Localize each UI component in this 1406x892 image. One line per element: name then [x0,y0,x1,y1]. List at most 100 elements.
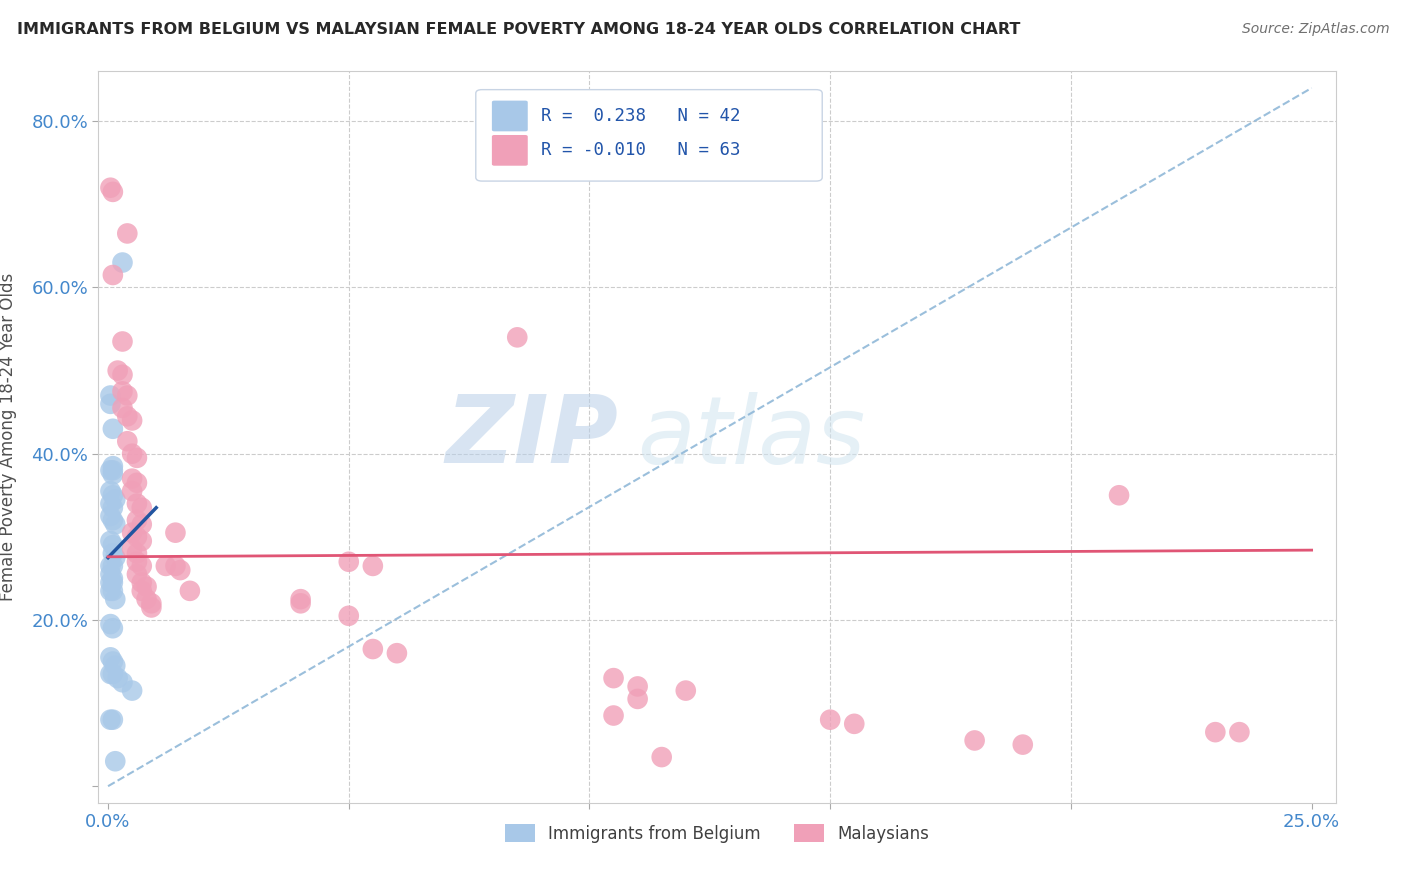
Point [117,227,139,241]
Point [101,463,124,477]
Point [602,708,624,723]
Point [290,592,312,607]
Point [100,509,122,524]
Point [135,592,157,607]
Point [100,617,122,632]
Y-axis label: Female Poverty Among 18-24 Year Olds: Female Poverty Among 18-24 Year Olds [0,273,17,601]
Point [125,546,148,560]
Point [165,525,187,540]
Point [111,384,134,399]
Point [963,733,986,747]
Point [100,497,122,511]
Point [125,567,148,582]
Point [125,497,148,511]
Point [101,422,124,436]
Text: atlas: atlas [637,392,865,483]
Point [100,567,122,582]
Point [818,713,841,727]
FancyBboxPatch shape [492,135,527,166]
Text: ZIP: ZIP [446,391,619,483]
Point [101,268,124,282]
Point [107,671,129,685]
FancyBboxPatch shape [492,101,527,131]
FancyBboxPatch shape [475,90,823,181]
Point [506,330,529,344]
Point [101,655,124,669]
Point [104,592,127,607]
Point [100,713,122,727]
Point [602,671,624,685]
Point [104,517,127,532]
Point [361,642,384,657]
Point [101,488,124,502]
Point [141,600,163,615]
Point [111,368,134,382]
Text: R = -0.010   N = 63: R = -0.010 N = 63 [541,141,741,160]
Point [100,463,122,477]
Point [1011,738,1033,752]
Point [141,596,163,610]
Point [1204,725,1226,739]
Point [1229,725,1251,739]
Point [100,180,122,194]
Point [125,475,148,490]
Point [627,692,650,706]
Point [100,667,122,681]
Point [101,459,124,474]
Point [361,558,384,573]
Point [101,713,124,727]
Point [121,683,143,698]
Point [844,716,866,731]
Point [337,555,360,569]
Point [100,558,122,573]
Point [1108,488,1130,502]
Point [121,525,143,540]
Point [101,621,124,635]
Point [155,558,177,573]
Point [100,397,122,411]
Point [131,583,153,598]
Point [101,571,124,585]
Point [101,575,124,590]
Point [104,754,127,768]
Text: IMMIGRANTS FROM BELGIUM VS MALAYSIAN FEMALE POVERTY AMONG 18-24 YEAR OLDS CORREL: IMMIGRANTS FROM BELGIUM VS MALAYSIAN FEM… [17,22,1021,37]
Point [337,608,360,623]
Point [100,583,122,598]
Point [169,563,191,577]
Point [104,550,127,565]
Point [100,388,122,402]
Point [385,646,408,660]
Point [131,500,153,515]
Point [131,575,153,590]
Point [100,484,122,499]
Point [179,583,201,598]
Point [101,558,124,573]
Point [121,542,143,557]
Point [117,434,139,449]
Point [290,596,312,610]
Point [121,413,143,427]
Point [121,472,143,486]
Point [165,558,187,573]
Point [125,513,148,527]
Point [100,533,122,548]
Point [100,575,122,590]
Point [117,409,139,424]
Point [101,538,124,552]
Point [101,467,124,482]
Point [101,500,124,515]
Point [111,334,134,349]
Point [131,533,153,548]
Point [101,513,124,527]
Point [111,675,134,690]
Point [651,750,673,764]
Point [101,667,124,681]
Point [135,580,157,594]
Point [101,546,124,560]
Point [131,517,153,532]
Point [104,492,127,507]
Point [111,255,134,269]
Point [125,450,148,465]
Point [121,484,143,499]
Point [111,401,134,415]
